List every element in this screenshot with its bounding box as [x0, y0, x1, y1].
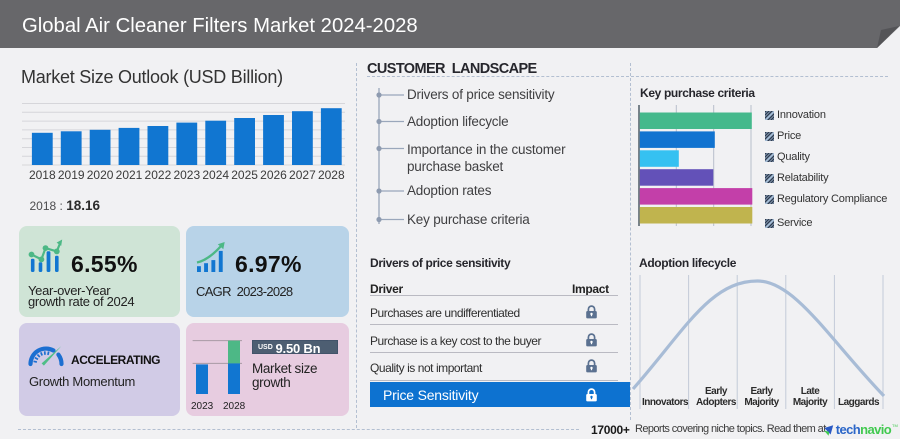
- svg-text:2026: 2026: [260, 168, 287, 182]
- svg-text:2028: 2028: [318, 168, 345, 182]
- svg-text:technavio: technavio: [836, 422, 892, 437]
- svg-text:2022: 2022: [145, 168, 172, 182]
- svg-text:2023: 2023: [173, 168, 200, 182]
- svg-text:2019: 2019: [58, 168, 85, 182]
- svg-text:2021: 2021: [116, 168, 143, 182]
- svg-text:2020: 2020: [87, 168, 114, 182]
- svg-text:2025: 2025: [231, 168, 258, 182]
- svg-text:2027: 2027: [289, 168, 316, 182]
- svg-text:2018: 2018: [29, 168, 56, 182]
- svg-text:TM: TM: [892, 423, 898, 428]
- svg-text:2024: 2024: [202, 168, 229, 182]
